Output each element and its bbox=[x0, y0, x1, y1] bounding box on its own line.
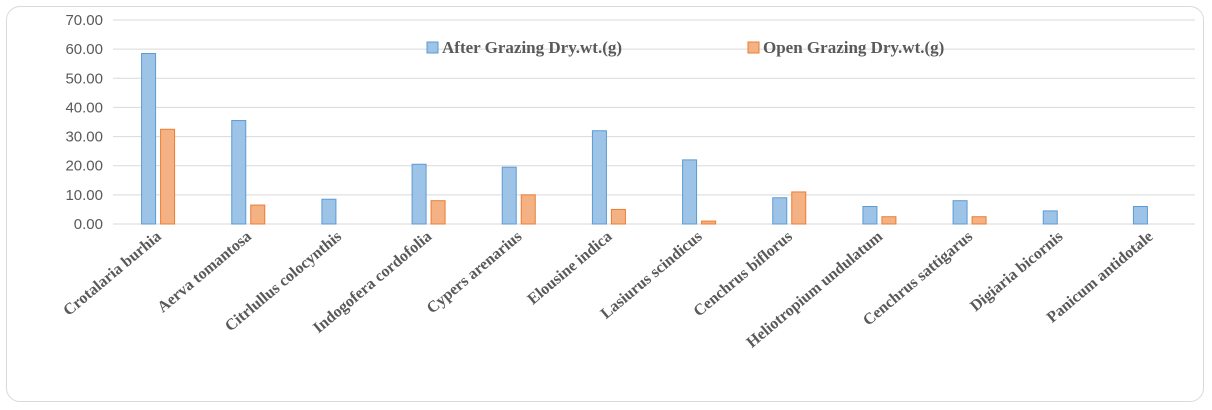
y-tick-label: 70.00 bbox=[65, 12, 103, 29]
bar-open-grazing bbox=[971, 216, 987, 225]
bar-open-grazing bbox=[250, 204, 266, 225]
bar-after-grazing bbox=[501, 166, 517, 225]
legend: After Grazing Dry.wt.(g) Open Grazing Dry… bbox=[426, 38, 944, 57]
x-category-label: Digiaria bicornis bbox=[967, 228, 1066, 315]
bar-open-grazing bbox=[520, 194, 536, 225]
bar-open-grazing bbox=[160, 128, 176, 225]
legend-swatch bbox=[426, 41, 439, 54]
x-category-label: Aerva tomantosa bbox=[154, 228, 254, 316]
bar-after-grazing bbox=[1132, 206, 1148, 225]
grid-lines bbox=[113, 19, 1195, 225]
bar-after-grazing bbox=[141, 53, 157, 225]
legend-label: After Grazing Dry.wt.(g) bbox=[442, 38, 622, 57]
bar-open-grazing bbox=[881, 216, 897, 225]
legend-swatch bbox=[747, 41, 760, 54]
bar-after-grazing bbox=[231, 120, 247, 225]
y-tick-label: 50.00 bbox=[65, 70, 103, 87]
bars bbox=[141, 53, 1148, 225]
y-axis-tick-labels: 0.00 10.00 20.00 30.00 40.00 50.00 60.00 70.00 bbox=[65, 12, 103, 233]
bar-open-grazing bbox=[791, 191, 807, 225]
y-tick-label: 10.00 bbox=[65, 187, 103, 204]
bar-open-grazing bbox=[430, 200, 446, 225]
bar-open-grazing bbox=[610, 208, 626, 225]
y-tick-label: 60.00 bbox=[65, 41, 103, 58]
x-category-label: Elousine indica bbox=[525, 228, 616, 308]
bar-after-grazing bbox=[591, 130, 607, 225]
bar-after-grazing bbox=[682, 159, 698, 225]
bar-after-grazing bbox=[952, 200, 968, 225]
x-category-label: Cenchrus biflorus bbox=[691, 228, 796, 320]
y-tick-label: 20.00 bbox=[65, 158, 103, 175]
bar-after-grazing bbox=[862, 206, 878, 225]
bar-open-grazing bbox=[701, 220, 717, 225]
bar-after-grazing bbox=[772, 197, 788, 225]
y-tick-label: 30.00 bbox=[65, 129, 103, 146]
y-tick-label: 40.00 bbox=[65, 99, 103, 116]
bar-after-grazing bbox=[1042, 210, 1058, 225]
bar-after-grazing bbox=[321, 198, 337, 225]
legend-label: Open Grazing Dry.wt.(g) bbox=[763, 38, 944, 57]
x-category-label: Cypers arenarius bbox=[424, 228, 526, 317]
y-tick-label: 0.00 bbox=[74, 216, 103, 233]
x-category-label: Crotalaria burhia bbox=[60, 228, 164, 319]
bar-after-grazing bbox=[411, 163, 427, 225]
